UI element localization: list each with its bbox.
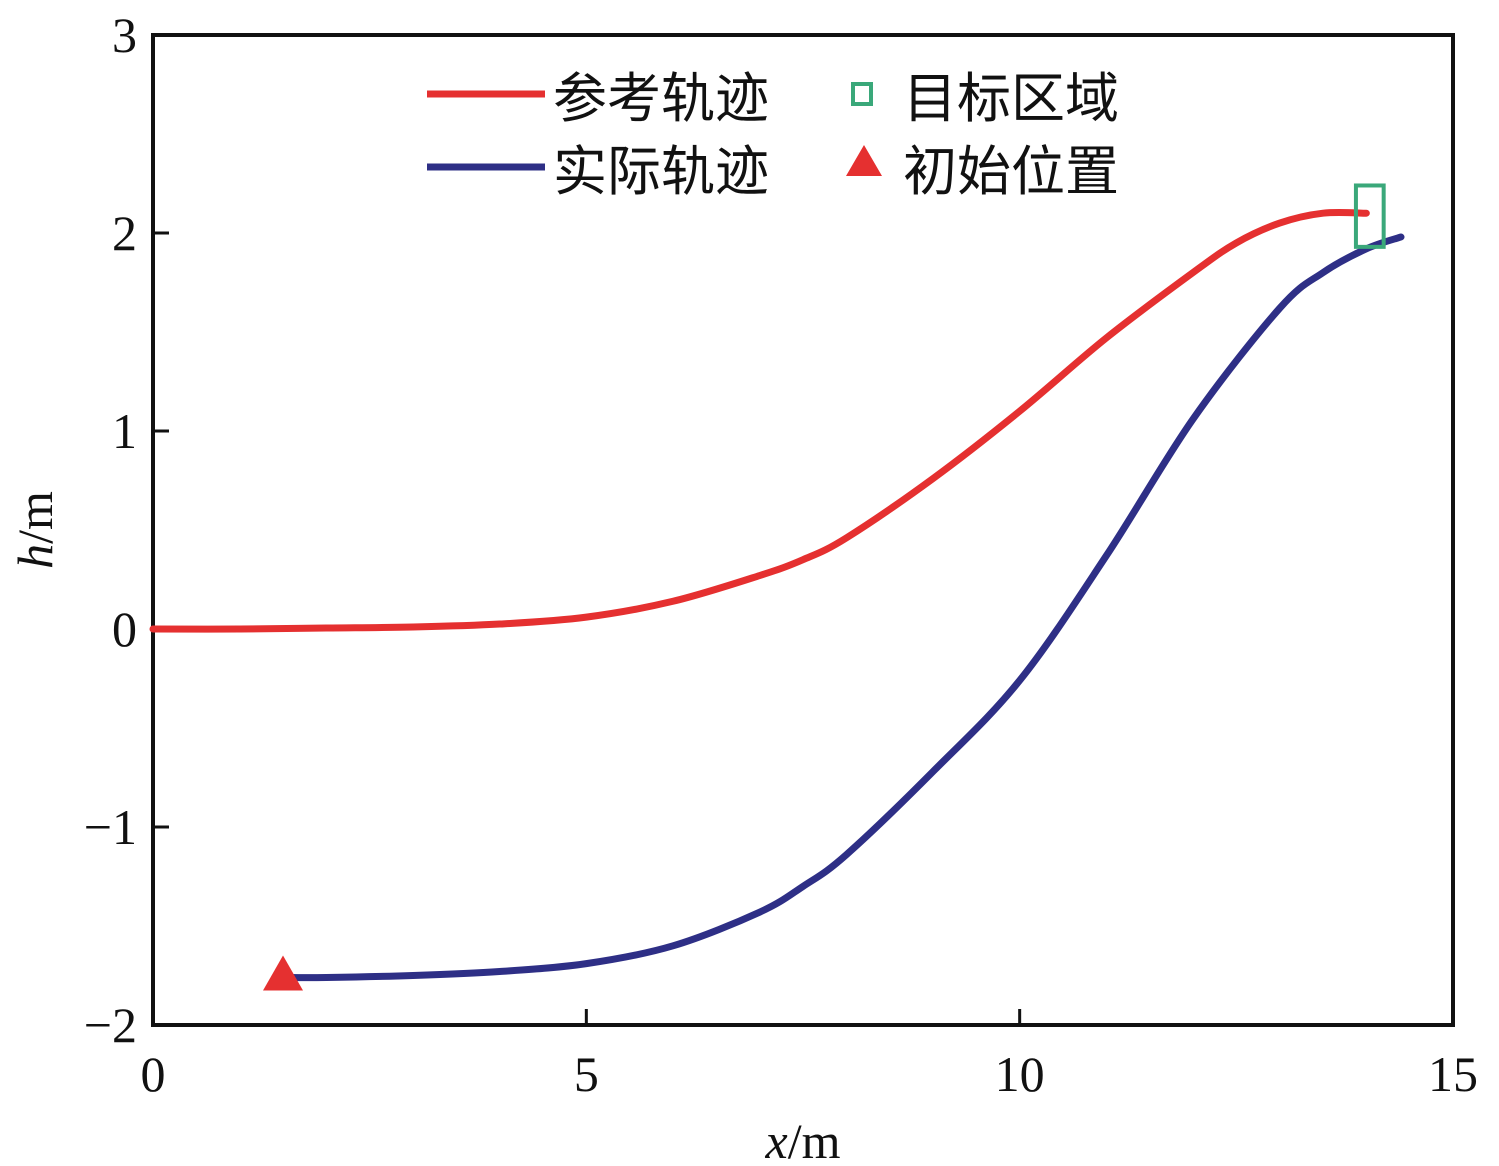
y-tick-label: −2: [84, 997, 137, 1053]
plot-frame: [151, 33, 1455, 1027]
x-tick-label: 5: [574, 1046, 599, 1102]
target-region-marker: [1353, 183, 1386, 249]
x-tick-label: 15: [1428, 1046, 1478, 1102]
y-tick-label: 1: [112, 403, 137, 459]
legend-label-target: 目标区域: [903, 69, 1119, 129]
y-tick-label: 3: [112, 7, 137, 63]
y-axis-label: h/m: [7, 491, 63, 569]
legend-label-initial: 初始位置: [903, 142, 1119, 202]
y-tick-label: 2: [112, 205, 137, 261]
legend-swatch-initial: [846, 145, 882, 176]
legend-swatch-target: [851, 82, 873, 106]
initial-position-marker: [263, 955, 303, 991]
x-tick-label: 10: [995, 1046, 1045, 1102]
y-tick-label: −1: [84, 799, 137, 855]
x-axis-label: x/m: [765, 1113, 841, 1166]
x-tick-label: 0: [141, 1046, 166, 1102]
reference-trajectory-line: [149, 208, 1370, 633]
legend-label-actual: 实际轨迹: [553, 142, 769, 202]
legend: 参考轨迹 实际轨迹 目标区域 初始位置: [427, 69, 1119, 202]
y-tick-label: 0: [112, 601, 137, 657]
actual-trajectory-line: [279, 233, 1405, 982]
legend-label-reference: 参考轨迹: [553, 69, 769, 129]
